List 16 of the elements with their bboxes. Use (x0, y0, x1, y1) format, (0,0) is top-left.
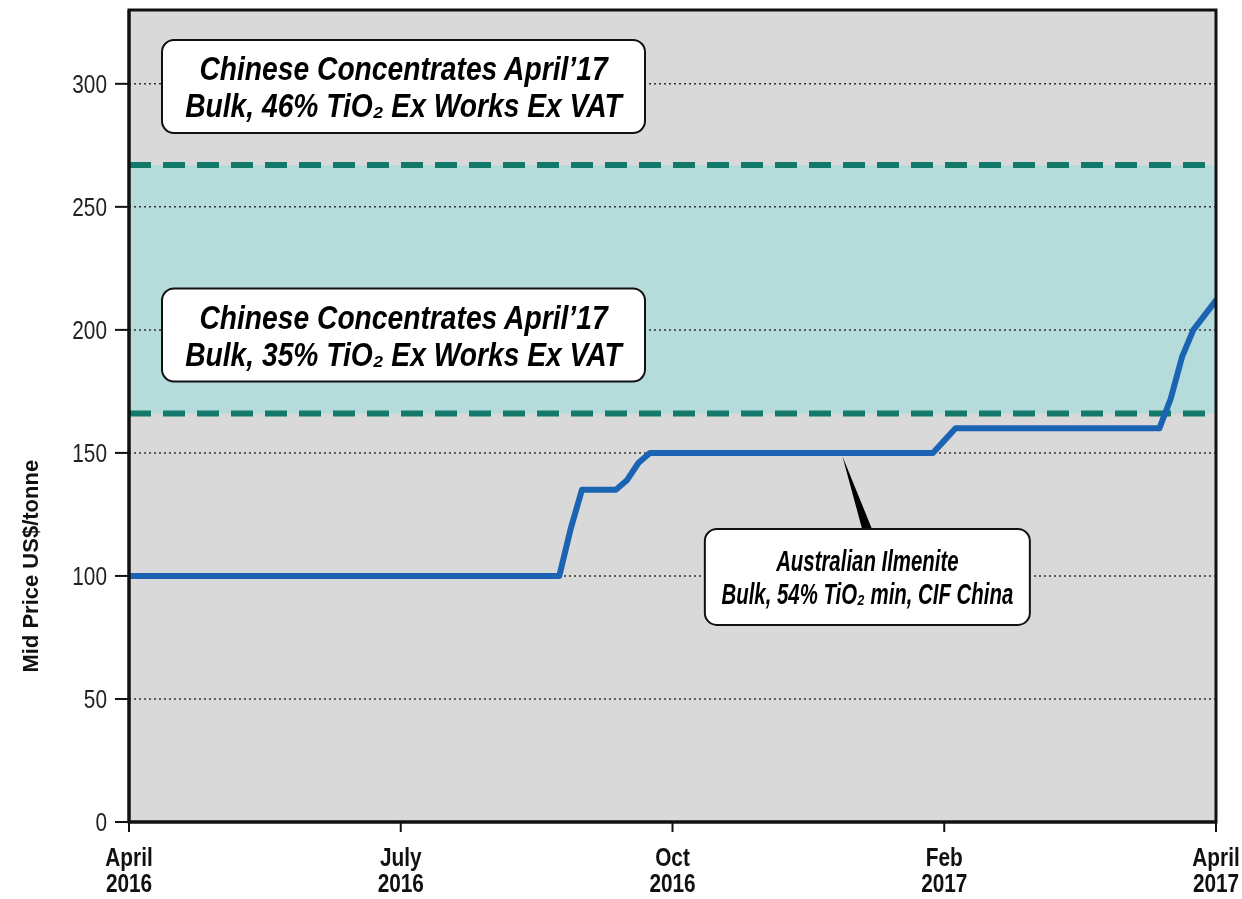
y-tick-label: 250 (72, 193, 107, 222)
y-tick-label: 200 (72, 316, 107, 345)
y-tick-label: 300 (72, 69, 107, 99)
x-tick-label: April 2016 (105, 842, 153, 898)
y-tick-label: 50 (83, 685, 107, 714)
y-axis-title: Mid Price US$/tonne (18, 459, 43, 673)
x-tick-label: July 2016 (377, 842, 424, 898)
x-tick-label: Feb 2017 (921, 842, 968, 898)
y-tick-label: 100 (72, 562, 107, 591)
y-tick-label: 0 (95, 808, 107, 837)
y-tick-label: 150 (72, 439, 107, 468)
x-tick-label: April 2017 (1192, 842, 1240, 898)
text: Australian Ilmenite Bulk, 54% TiO₂ min, CIF China (721, 544, 1014, 611)
ref-line-label: Chinese Concentrates April’17 Bulk, 35% TiO₂ Ex Works Ex VAT (185, 298, 625, 374)
x-tick-label: Oct 2016 (649, 842, 696, 898)
ref-line-label: Chinese Concentrates April’17 Bulk, 46% TiO₂ Ex Works Ex VAT (185, 49, 625, 126)
